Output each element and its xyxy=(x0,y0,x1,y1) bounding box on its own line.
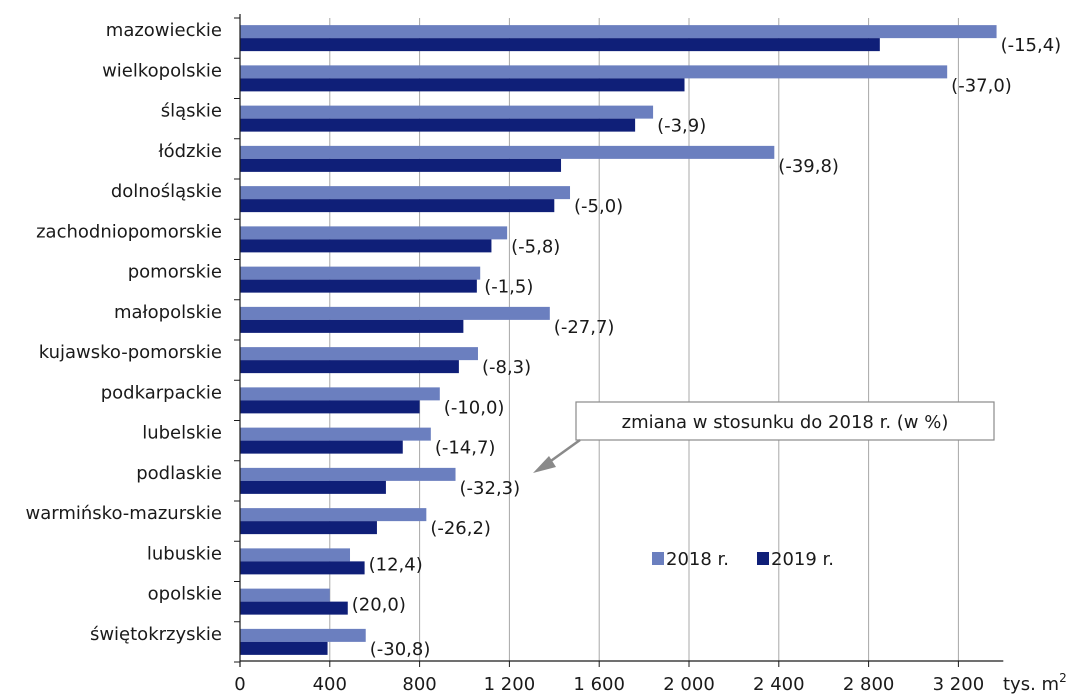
bar-2018-mazowieckie xyxy=(240,25,997,39)
change-label: (-1,5) xyxy=(484,277,533,298)
x-axis-unit: tys. m2 xyxy=(1003,671,1067,695)
bar-2019-mazowieckie xyxy=(240,38,880,52)
x-tick-label: 1 200 xyxy=(484,674,536,695)
category-label: łódzkie xyxy=(158,141,222,162)
change-label: (20,0) xyxy=(352,595,406,616)
category-label: śląskie xyxy=(161,101,222,122)
bar-2018-wielkopolskie xyxy=(240,65,948,79)
bar-2019-lubelskie xyxy=(240,440,403,454)
legend-swatch-2018 xyxy=(652,552,664,565)
change-label: (-5,0) xyxy=(574,196,623,217)
category-label: kujawsko-pomorskie xyxy=(39,342,222,363)
legend-label-2019: 2019 r. xyxy=(771,549,834,570)
bar-2018-lodzkie xyxy=(240,145,775,159)
bar-2018-podkarpackie xyxy=(240,387,440,401)
change-label: (-32,3) xyxy=(460,478,521,499)
category-label: warmińsko-mazurskie xyxy=(26,503,222,524)
change-label: (-3,9) xyxy=(657,116,706,137)
x-tick-label: 800 xyxy=(402,674,436,695)
callout-arrowhead xyxy=(533,456,556,473)
category-label: lubuskie xyxy=(147,543,222,564)
bar-2019-malopolskie xyxy=(240,319,464,333)
callout-arrow xyxy=(547,438,581,465)
x-axis-unit-text: tys. m xyxy=(1003,674,1059,695)
x-tick-label: 2 000 xyxy=(663,674,715,695)
bar-2019-lodzkie xyxy=(240,158,562,172)
bar-2019-opolskie xyxy=(240,601,348,615)
change-label: (-26,2) xyxy=(430,518,491,539)
category-label: pomorskie xyxy=(128,262,222,283)
category-label: zachodniopomorskie xyxy=(36,221,222,242)
change-label: (-10,0) xyxy=(444,397,505,418)
category-label: podlaskie xyxy=(136,463,222,484)
x-tick-labels: 0 400 800 1 200 1 600 2 000 2 400 2 800 3 200 xyxy=(234,674,984,695)
bar-2019-swietokrzyskie xyxy=(240,641,328,655)
legend-label-2018: 2018 r. xyxy=(666,549,729,570)
category-label: opolskie xyxy=(148,584,222,605)
bar-2019-warminsko-mazurskie xyxy=(240,521,377,535)
change-label: (-15,4) xyxy=(1001,35,1062,56)
bar-2018-zachodniopomorskie xyxy=(240,226,508,240)
change-label: (-37,0) xyxy=(951,75,1012,96)
bar-2018-kujawsko-pomorskie xyxy=(240,347,478,361)
bar-2018-slaskie xyxy=(240,105,654,119)
bar-2019-dolnoslaskie xyxy=(240,199,555,213)
bar-2019-pomorskie xyxy=(240,279,477,293)
x-tick-label: 2 400 xyxy=(753,674,805,695)
bars xyxy=(240,25,997,655)
category-label: dolnośląskie xyxy=(111,181,222,202)
change-label: (-39,8) xyxy=(778,156,839,177)
bar-2018-dolnoslaskie xyxy=(240,186,571,200)
callout: zmiana w stosunku do 2018 r. (w %) xyxy=(533,401,995,473)
bar-2019-lubuskie xyxy=(240,561,365,575)
legend: 2018 r. 2019 r. xyxy=(652,549,834,570)
change-label: (-5,8) xyxy=(511,236,560,257)
bar-2018-warminsko-mazurskie xyxy=(240,508,427,522)
bar-2018-lubuskie xyxy=(240,548,351,562)
bar-2018-pomorskie xyxy=(240,266,481,280)
x-tick-label: 1 600 xyxy=(573,674,625,695)
x-tick-label: 3 200 xyxy=(933,674,985,695)
x-axis-unit-sup: 2 xyxy=(1059,671,1067,685)
x-tick-label: 400 xyxy=(313,674,347,695)
category-labels: mazowieckie wielkopolskie śląskie łódzkie do… xyxy=(26,20,222,645)
bar-2018-lubelskie xyxy=(240,427,431,441)
category-label: podkarpackie xyxy=(101,382,222,403)
change-label: (-30,8) xyxy=(370,639,431,660)
legend-swatch-2019 xyxy=(757,552,769,565)
change-labels: (-15,4) (-37,0) (-3,9) (-39,8) (-5,0) (-5,8) (… xyxy=(352,35,1061,660)
bar-2018-malopolskie xyxy=(240,306,550,320)
change-label: (-14,7) xyxy=(435,438,496,459)
category-label: świętokrzyskie xyxy=(90,624,222,645)
bar-2018-swietokrzyskie xyxy=(240,628,366,642)
category-label: lubelskie xyxy=(142,423,222,444)
callout-text: zmiana w stosunku do 2018 r. (w %) xyxy=(622,412,949,433)
bar-2018-opolskie xyxy=(240,588,330,602)
callout-box xyxy=(575,401,995,441)
axes xyxy=(234,14,1004,667)
category-label: wielkopolskie xyxy=(102,60,222,81)
category-label: małopolskie xyxy=(114,302,222,323)
category-label: mazowieckie xyxy=(106,20,222,41)
x-tick-label: 0 xyxy=(234,674,245,695)
change-label: (-27,7) xyxy=(554,317,615,338)
bar-2019-zachodniopomorskie xyxy=(240,239,492,253)
bar-2019-podlaskie xyxy=(240,480,386,494)
bar-2019-kujawsko-pomorskie xyxy=(240,360,459,374)
change-label: (-8,3) xyxy=(482,357,531,378)
bar-2019-slaskie xyxy=(240,118,636,132)
x-tick-label: 2 800 xyxy=(843,674,895,695)
bar-2019-wielkopolskie xyxy=(240,78,685,92)
change-label: (12,4) xyxy=(369,554,423,575)
bar-2019-podkarpackie xyxy=(240,400,420,414)
bar-2018-podlaskie xyxy=(240,467,456,481)
